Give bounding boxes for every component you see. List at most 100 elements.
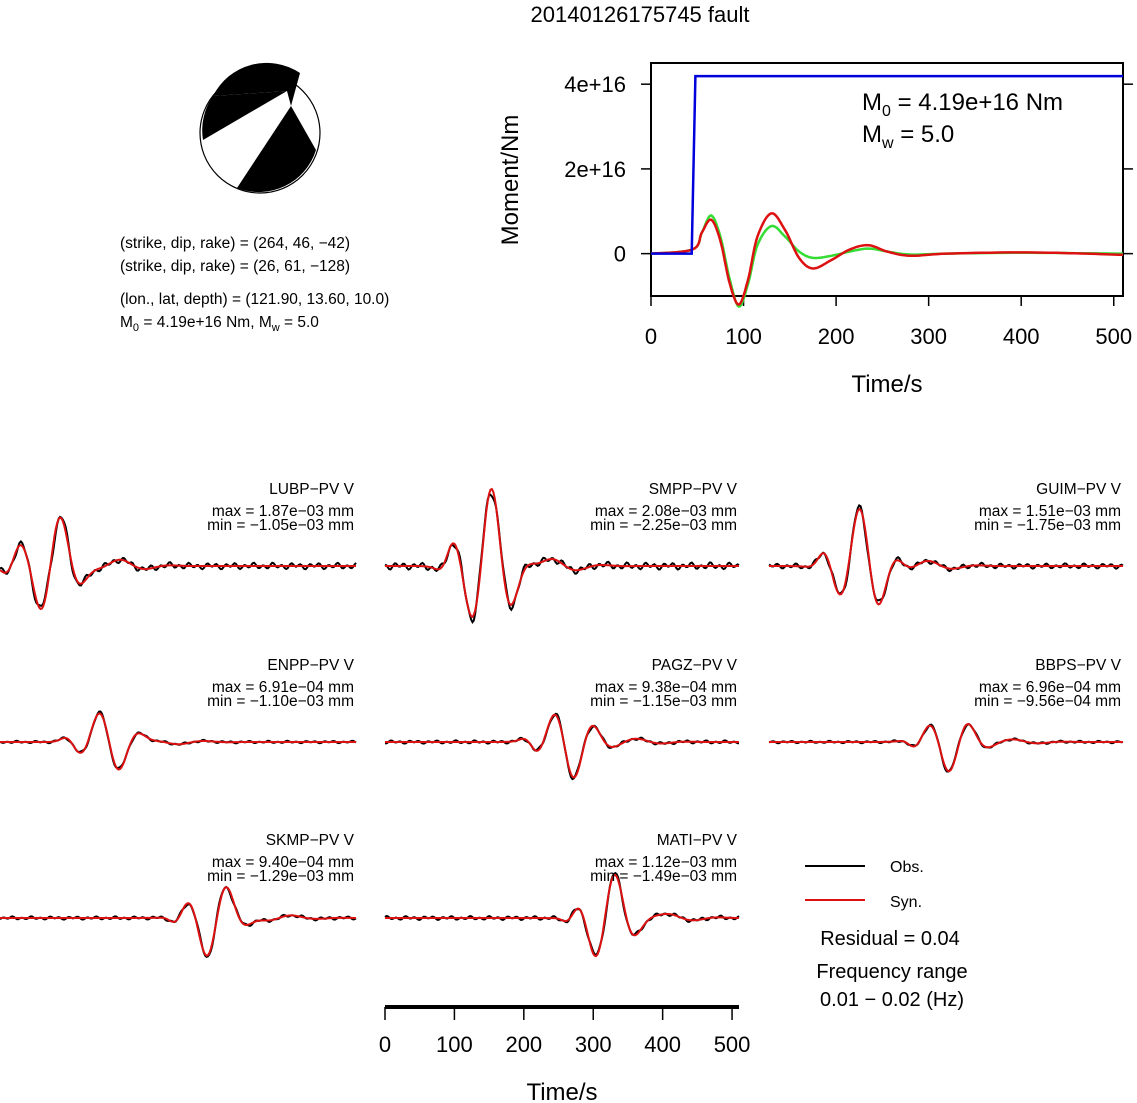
min-amplitude-label: min = −1.75e−03 mm: [974, 517, 1121, 534]
moment-xlabel: Time/s: [851, 371, 922, 398]
moment-annotation-m0: M0 = 4.19e+16 Nm: [862, 89, 1063, 120]
synthetic-trace: [385, 713, 739, 779]
moment-annotation-mw: Mw = 5.0: [862, 121, 954, 152]
station-label: LUBP−PV V: [269, 481, 355, 498]
min-amplitude-label: min = −1.15e−03 mm: [590, 693, 737, 710]
moment-xtick-label: 300: [910, 324, 947, 349]
min-amplitude-label: min = −1.29e−03 mm: [207, 868, 354, 885]
min-amplitude-label: min = −9.56e−04 mm: [974, 693, 1121, 710]
moment-ylabel: Moment/Nm: [497, 115, 524, 246]
min-amplitude-label: min = −2.25e−03 mm: [590, 517, 737, 534]
moment-ytick-label: 4e+16: [564, 72, 626, 97]
figure-title: 20140126175745 fault: [531, 2, 750, 27]
moment-xtick-label: 200: [818, 324, 855, 349]
mw-subscript: w: [271, 322, 280, 334]
waveform-xtick-label: 300: [575, 1032, 612, 1057]
m0-subscript: 0: [133, 322, 139, 334]
location-text: (lon., lat, depth) = (121.90, 13.60, 10.…: [120, 291, 389, 308]
moment-x-axis: 0 100 200 300 400 500: [645, 296, 1132, 349]
synthetic-trace: [769, 507, 1123, 606]
min-amplitude-label: min = −1.10e−03 mm: [207, 693, 354, 710]
moment-rate-red-line: [650, 212, 1124, 306]
station-label: GUIM−PV V: [1036, 481, 1122, 498]
moment-plot-frame: [650, 62, 1124, 297]
ann-m0-sub: 0: [882, 103, 891, 120]
moment-ytick-label: 0: [614, 242, 626, 267]
strike-dip-rake-2: (strike, dip, rake) = (26, 61, −128): [120, 258, 350, 275]
ann-m0-value: = 4.19e+16 Nm: [891, 89, 1063, 116]
beachball: [199, 62, 321, 194]
m0-mid: = 4.19e+16 Nm, M: [139, 314, 272, 331]
synthetic-trace: [385, 874, 739, 958]
observed-trace: [384, 712, 740, 781]
observed-trace: [768, 723, 1124, 773]
synthetic-trace: [385, 487, 739, 619]
frequency-value: 0.01 − 0.02 (Hz): [820, 989, 964, 1011]
waveform-xtick-label: 200: [505, 1032, 542, 1057]
mechanism-text: (strike, dip, rake) = (264, 46, −42) (st…: [120, 235, 389, 334]
moment-rate-green-line: [650, 214, 1123, 308]
waveform-xtick-label: 0: [379, 1032, 391, 1057]
moment-y-axis: 0 2e+16 4e+16: [564, 72, 1133, 267]
synthetic-trace: [0, 516, 356, 611]
moment-rate-plot: 0 2e+16 4e+16 0 100 200 300 400 500 Moment/Nm T…: [497, 62, 1133, 398]
waveform-xlabel: Time/s: [526, 1079, 597, 1103]
moment-series-group: [650, 74, 1124, 308]
frequency-label: Frequency range: [816, 961, 967, 983]
m0-prefix: M: [120, 314, 133, 331]
ann-m0-prefix: M: [862, 89, 882, 116]
ann-mw-prefix: M: [862, 121, 882, 148]
max-amplitude-label: max = 6.96e−04 mm: [979, 679, 1121, 696]
max-amplitude-label: max = 9.40e−04 mm: [212, 854, 354, 871]
waveform-xtick-label: 100: [436, 1032, 473, 1057]
observed-trace: [384, 871, 740, 957]
station-label: PAGZ−PV V: [652, 657, 738, 674]
mw-suffix: = 5.0: [280, 314, 320, 331]
station-label: ENPP−PV V: [267, 657, 354, 674]
synthetic-trace: [0, 712, 356, 771]
observed-trace: [0, 885, 357, 959]
station-label: SMPP−PV V: [649, 481, 738, 498]
legend-obs-label: Obs.: [890, 859, 924, 876]
legend: Obs. Syn. Residual = 0.04 Frequency rang…: [805, 859, 968, 1011]
station-label: SKMP−PV V: [266, 832, 355, 849]
moment-xtick-label: 100: [725, 324, 762, 349]
synthetic-trace: [769, 723, 1123, 773]
waveform-xtick-label: 500: [714, 1032, 751, 1057]
legend-syn-label: Syn.: [890, 894, 922, 911]
max-amplitude-label: max = 1.87e−03 mm: [212, 503, 354, 520]
max-amplitude-label: max = 1.12e−03 mm: [595, 854, 737, 871]
moment-xtick-label: 400: [1003, 324, 1040, 349]
max-amplitude-label: max = 1.51e−03 mm: [979, 503, 1121, 520]
moment-magnitude-text: M0 = 4.19e+16 Nm, Mw = 5.0: [120, 314, 319, 334]
ann-mw-value: = 5.0: [894, 121, 955, 148]
max-amplitude-label: max = 2.08e−03 mm: [595, 503, 737, 520]
synthetic-trace: [0, 886, 356, 957]
moment-ytick-label: 2e+16: [564, 157, 626, 182]
station-label: BBPS−PV V: [1035, 657, 1121, 674]
moment-xtick-label: 500: [1095, 324, 1132, 349]
moment-xtick-label: 0: [645, 324, 657, 349]
strike-dip-rake-1: (strike, dip, rake) = (264, 46, −42): [120, 235, 350, 252]
ann-mw-sub: w: [881, 135, 894, 152]
observed-trace: [0, 710, 357, 770]
min-amplitude-label: min = −1.05e−03 mm: [207, 517, 354, 534]
moment-cumulative-line: [651, 74, 1123, 255]
min-amplitude-label: min = −1.49e−03 mm: [590, 868, 737, 885]
waveform-time-axis: Time/s 0 100 200 300 400 500: [379, 1005, 751, 1103]
residual-text: Residual = 0.04: [820, 928, 960, 950]
max-amplitude-label: max = 6.91e−04 mm: [212, 679, 354, 696]
station-label: MATI−PV V: [657, 832, 738, 849]
max-amplitude-label: max = 9.38e−04 mm: [595, 679, 737, 696]
waveform-xtick-label: 400: [644, 1032, 681, 1057]
